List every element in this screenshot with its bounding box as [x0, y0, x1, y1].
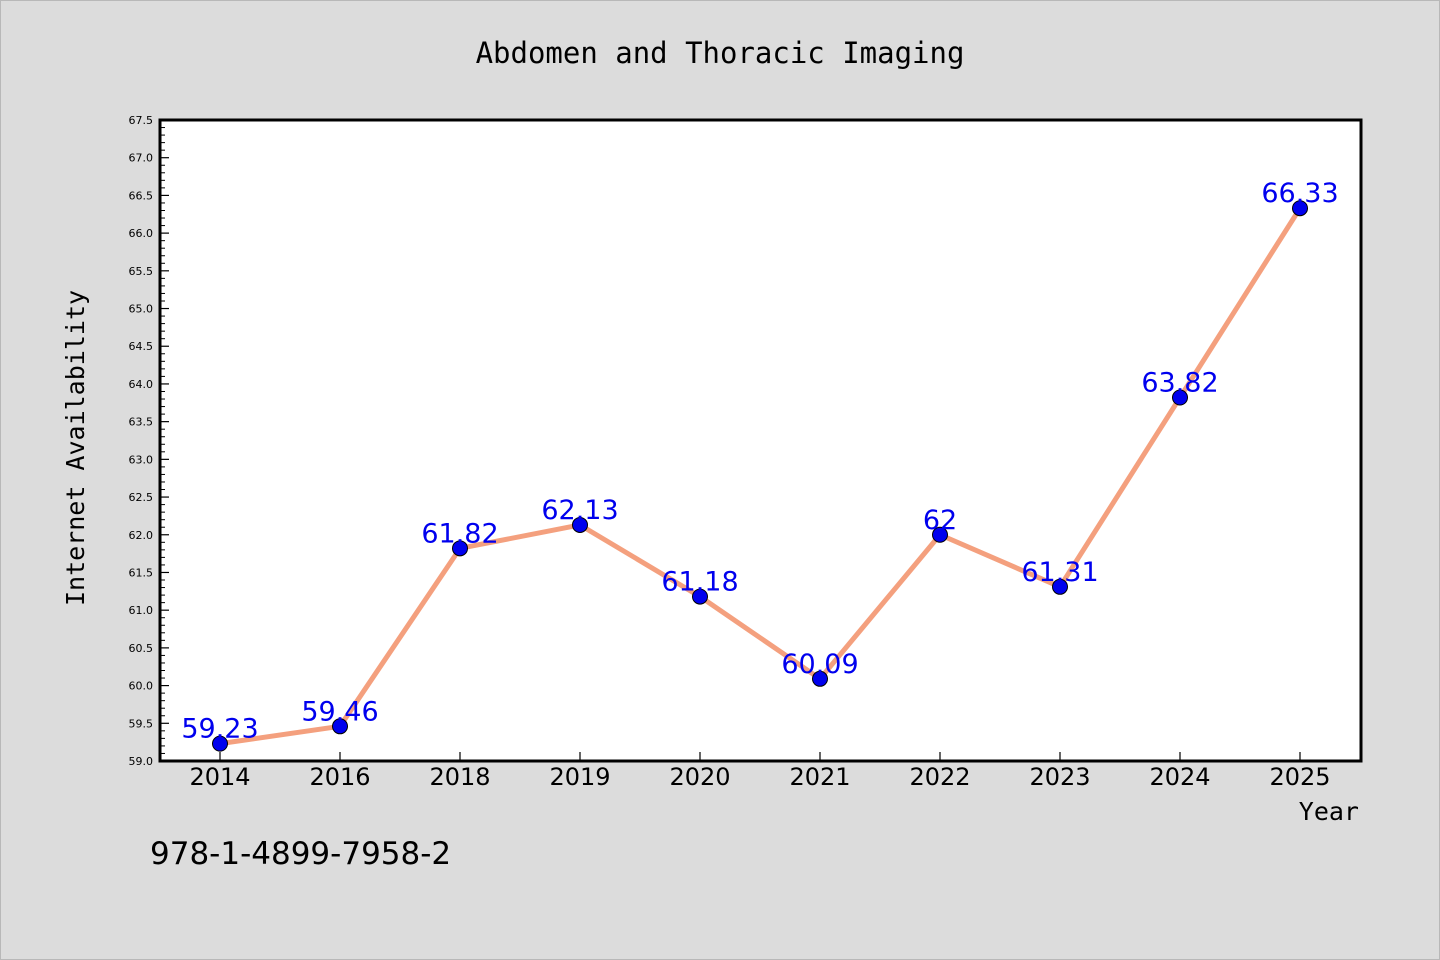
data-label: 66.33 — [1261, 178, 1338, 209]
data-point — [932, 526, 948, 543]
data-point — [812, 670, 828, 687]
y-tick-label: 63.0 — [129, 453, 154, 466]
data-label: 62 — [923, 505, 957, 536]
y-tick-label: 65.0 — [129, 303, 154, 316]
data-point — [212, 735, 228, 752]
y-tick-label: 59.0 — [129, 755, 154, 768]
x-axis: 2014 2016 2018 2019 2020 2021 2022 2023 2024 2025 — [189, 752, 1331, 791]
data-label: 60.09 — [781, 649, 858, 680]
series-polyline — [217, 205, 1303, 747]
y-tick-label: 61.0 — [129, 604, 154, 617]
x-tick-label: 2018 — [429, 763, 490, 791]
series-line: 59.23 59.46 61.82 62.13 61.18 60.09 62 61.31 63.… — [181, 178, 1339, 752]
data-label: 61.82 — [421, 518, 498, 549]
x-tick-label: 2022 — [909, 763, 970, 791]
x-tick-label: 2021 — [789, 763, 850, 791]
data-label: 59.46 — [301, 696, 378, 727]
y-tick-label: 62.5 — [129, 491, 154, 504]
x-tick-label: 2023 — [1029, 763, 1090, 791]
y-tick-label: 62.0 — [129, 529, 154, 542]
y-tick-label: 60.0 — [129, 680, 154, 693]
x-tick-label: 2020 — [669, 763, 730, 791]
y-axis-label: Internet Availability — [61, 290, 90, 606]
y-tick-label: 67.0 — [129, 152, 154, 165]
isbn-annotation: 978-1-4899-7958-2 — [150, 836, 451, 872]
x-tick-label: 2014 — [189, 763, 250, 791]
x-tick-label: 2025 — [1269, 763, 1330, 791]
data-point — [452, 540, 468, 557]
x-axis-label: Year — [1299, 797, 1359, 826]
y-tick-label: 65.5 — [129, 265, 154, 278]
data-label: 59.23 — [181, 714, 258, 745]
plot-area — [160, 120, 1361, 761]
y-tick-label: 63.5 — [129, 416, 154, 429]
data-point — [1172, 389, 1188, 406]
plot-frame — [158, 118, 1363, 763]
y-tick-label: 59.5 — [129, 717, 154, 730]
data-point — [692, 588, 708, 605]
y-tick-label: 67.5 — [129, 114, 154, 127]
x-tick-label: 2019 — [549, 763, 610, 791]
y-tick-label: 64.0 — [129, 378, 154, 391]
y-tick-label: 61.5 — [129, 566, 154, 579]
data-label: 62.13 — [541, 495, 618, 526]
y-axis: 59.0 59.5 60.0 60.5 61.0 61.5 62.0 62.5 63.0 63.5… — [129, 114, 169, 768]
data-label: 63.82 — [1141, 368, 1218, 399]
x-tick-label: 2016 — [309, 763, 370, 791]
x-tick-label: 2024 — [1149, 763, 1210, 791]
y-tick-label: 66.0 — [129, 227, 154, 240]
y-tick-label: 66.5 — [129, 189, 154, 202]
y-tick-label: 64.5 — [129, 340, 154, 353]
data-label: 61.18 — [661, 567, 738, 598]
data-label: 61.31 — [1021, 557, 1098, 588]
y-tick-label: 60.5 — [129, 642, 154, 655]
data-point — [332, 718, 348, 735]
data-point — [1052, 578, 1068, 595]
data-point — [572, 516, 588, 533]
data-point — [1292, 200, 1308, 217]
chart-title: Abdomen and Thoracic Imaging — [476, 36, 965, 70]
